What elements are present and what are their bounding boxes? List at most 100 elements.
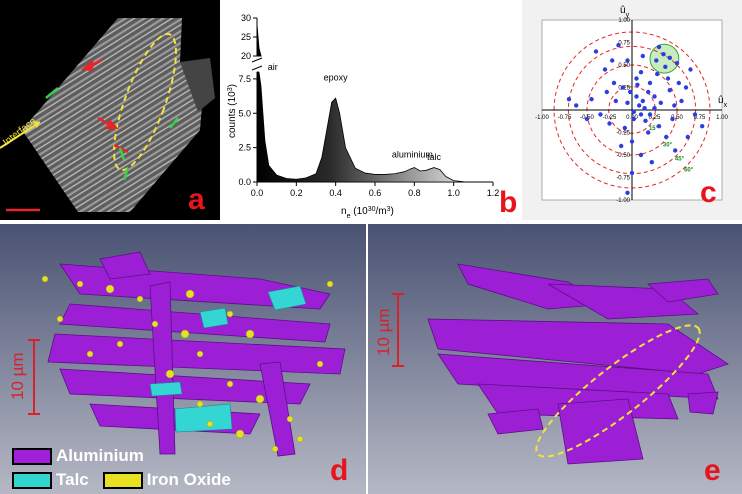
legend-label: Aluminium xyxy=(56,446,144,465)
scatter-point xyxy=(692,112,698,117)
y-tick-label: 7.5 xyxy=(238,74,251,84)
panel-e-3d-render-aluminium: 10 µm e xyxy=(368,224,742,494)
scatter-point xyxy=(674,61,680,66)
scatter-point xyxy=(610,58,615,63)
tomography-image: Interface xyxy=(0,18,215,212)
scatter-point xyxy=(619,143,624,149)
legend-label: Talc xyxy=(56,470,89,489)
y-tick-label: 30 xyxy=(241,13,251,23)
scatter-point xyxy=(638,152,644,158)
x-tick-label: 0.4 xyxy=(329,188,342,198)
scatter-point xyxy=(656,44,662,50)
panel-c-orientation-plot: ûy ûx -1.00-1.00-0.75-0.75-0.50-0.50-0.2… xyxy=(522,0,742,220)
scatter-point xyxy=(634,94,639,99)
panel-a-tomography-slice: Interface a xyxy=(0,0,220,220)
scatter-point xyxy=(647,80,653,86)
panel-d-3d-render-phases: 10 µm Aluminium Talc Iron Oxide d xyxy=(0,224,366,494)
panel-label-c: c xyxy=(700,176,717,209)
legend-aluminium: Aluminium xyxy=(12,446,144,466)
y-tick-label: 0.50 xyxy=(618,63,630,69)
axis-break-mark xyxy=(251,57,263,63)
ring-label: 45° xyxy=(675,157,685,163)
scale-label: 10 µm xyxy=(8,352,27,400)
scatter-point xyxy=(676,80,681,86)
panel-label-a: a xyxy=(188,183,205,216)
render-3d-aluminium xyxy=(392,263,729,465)
y-tick-label: 2.5 xyxy=(238,143,251,153)
x-axis-label: ne (1030/m3) xyxy=(341,206,394,220)
peak-label: air xyxy=(268,62,278,72)
scatter-point xyxy=(638,70,644,75)
scatter-point xyxy=(663,64,668,70)
x-tick-label: 1.00 xyxy=(716,115,728,121)
scatter-point xyxy=(683,85,689,90)
x-tick-label: 0.75 xyxy=(694,115,706,121)
histogram-area xyxy=(256,71,464,183)
x-tick-label: 0.2 xyxy=(290,188,303,198)
scatter-point xyxy=(634,76,639,81)
aluminium-swatch xyxy=(12,447,52,465)
scatter-point xyxy=(620,85,626,90)
peak-label: talc xyxy=(427,152,442,162)
panel-label-e: e xyxy=(704,454,721,487)
scatter-point xyxy=(637,103,642,108)
scatter-point xyxy=(649,160,654,165)
scatter-point xyxy=(584,116,590,122)
scatter-point xyxy=(665,76,671,81)
ring-label: 15° xyxy=(649,126,659,132)
y-tick-label: 0.0 xyxy=(238,177,251,187)
scatter-point xyxy=(629,170,635,176)
y-tick-label: -1.00 xyxy=(616,198,630,204)
y-tick-label: 25 xyxy=(241,32,251,42)
x-tick-label: 1.0 xyxy=(447,188,460,198)
scatter-point xyxy=(646,89,651,95)
scatter-point xyxy=(661,52,666,57)
scatter-point xyxy=(631,116,636,122)
scatter-point xyxy=(622,125,627,131)
panel-b-density-histogram: counts (103) ne (1030/m3) 0.0 0.2 0.4 0.6 0.… xyxy=(221,0,521,220)
x-tick-label: -1.00 xyxy=(535,115,549,121)
iron-oxide-swatch xyxy=(102,471,143,489)
x-tick-label: 0.50 xyxy=(671,115,683,121)
scatter-point xyxy=(700,124,705,129)
scatter-point xyxy=(643,118,648,124)
y-tick-label: 20 xyxy=(241,51,251,61)
scatter-point xyxy=(625,100,630,106)
scatter-point xyxy=(655,71,660,77)
scatter-point xyxy=(656,124,662,129)
scale-label: 10 µm xyxy=(374,308,393,356)
scatter-point xyxy=(602,67,608,72)
x-tick-label: -0.75 xyxy=(558,115,572,121)
scatter-point xyxy=(646,130,651,135)
scatter-point xyxy=(640,98,645,104)
legend-talc-iron: Talc Iron Oxide xyxy=(12,470,231,490)
scatter-point xyxy=(631,109,636,115)
green-arrows xyxy=(45,87,179,181)
y-tick-label: 5.0 xyxy=(238,108,251,118)
panel-label-b: b xyxy=(499,186,518,219)
scatter-point xyxy=(629,139,635,144)
y-tick-label: -0.75 xyxy=(616,176,630,182)
scatter-point xyxy=(635,82,640,88)
y-axis-label: counts (103) xyxy=(227,84,239,138)
x-tick-label: 0.0 xyxy=(251,188,264,198)
x-tick-label: 0.25 xyxy=(649,115,661,121)
scatter-point xyxy=(628,89,633,95)
y-tick-label: -0.25 xyxy=(616,131,630,137)
peak-label: epoxy xyxy=(324,72,349,82)
scatter-point xyxy=(616,43,621,48)
scatter-point xyxy=(613,98,618,104)
y-tick-label: 1.00 xyxy=(618,18,630,24)
scatter-point xyxy=(640,53,645,59)
scatter-point xyxy=(673,148,678,153)
legend-label: Iron Oxide xyxy=(146,470,231,489)
scatter-point xyxy=(685,134,690,140)
scatter-point xyxy=(589,97,594,102)
scatter-point xyxy=(638,112,644,117)
axis-break-mark xyxy=(251,65,263,71)
scatter-point xyxy=(604,89,609,95)
x-tick-label: 0.8 xyxy=(408,188,421,198)
y-axis-label: ûy xyxy=(620,5,630,19)
scatter-point xyxy=(625,190,630,195)
ring-label: 60° xyxy=(684,168,694,174)
